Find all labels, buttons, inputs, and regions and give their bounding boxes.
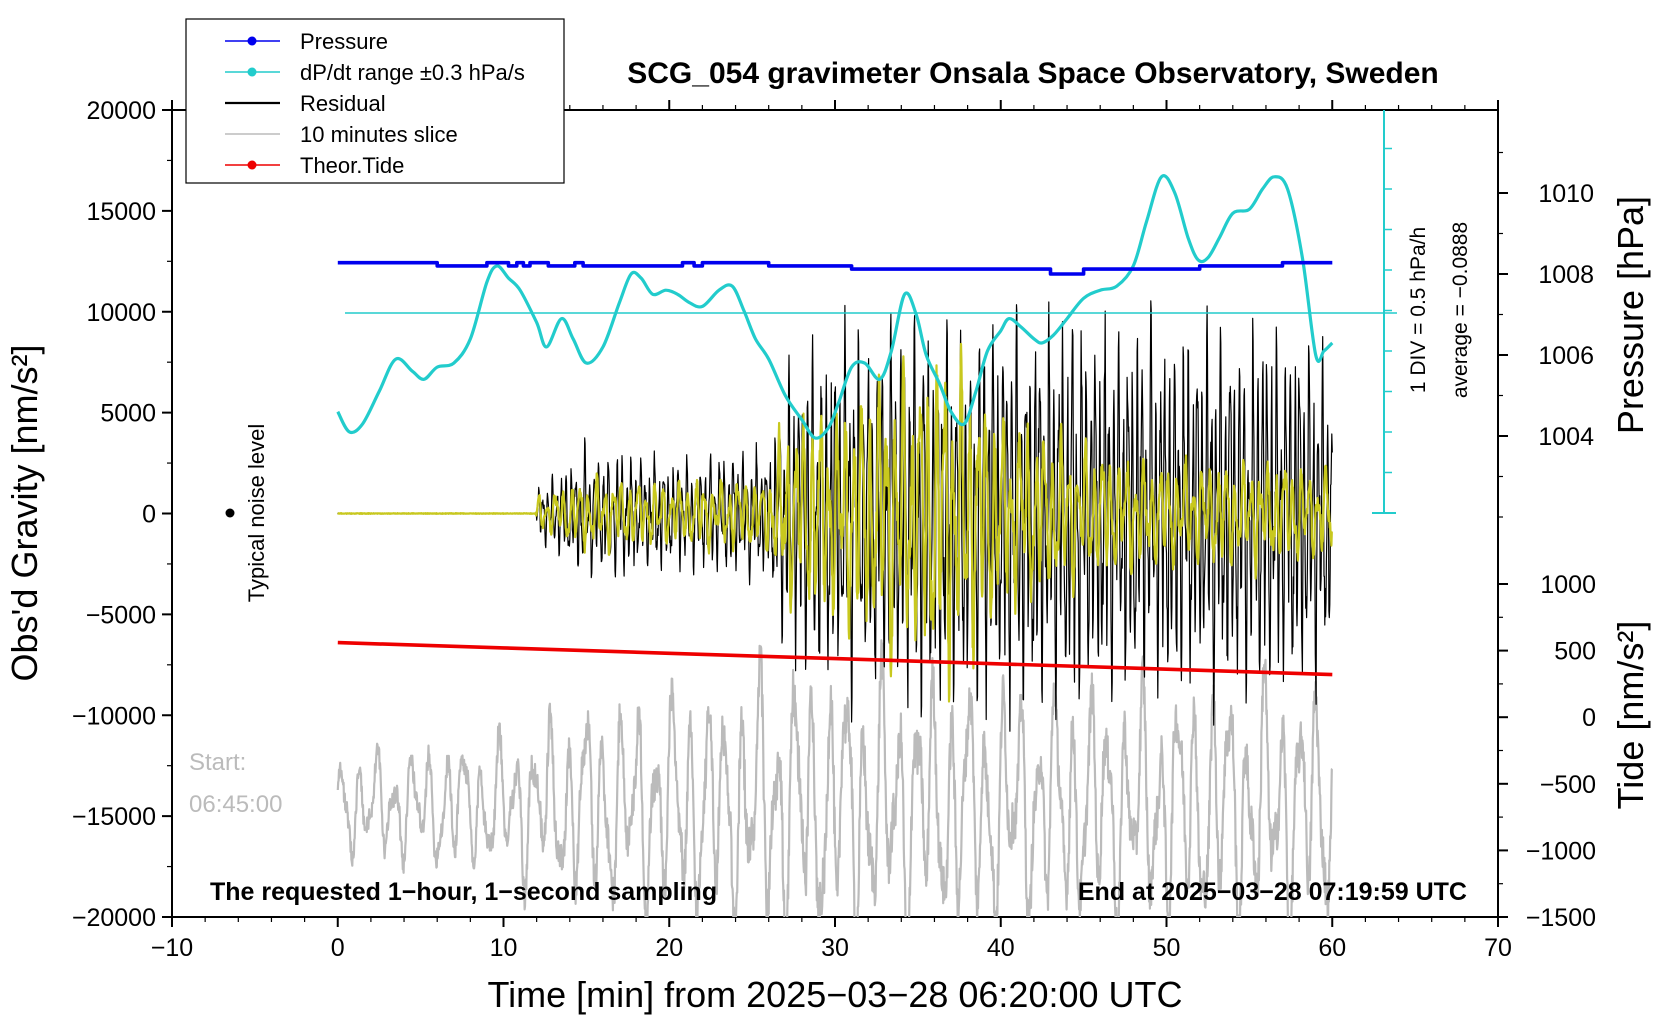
gravity-tick-label: 20000	[86, 97, 156, 125]
tide-series	[337, 640, 1333, 677]
dpdt-scale-bar	[1372, 110, 1396, 514]
pressure-tick-label: 1010	[1538, 180, 1594, 208]
legend-label: Theor.Tide	[300, 153, 404, 178]
start-time: 06:45:00	[189, 791, 282, 818]
slice-series	[336, 639, 1333, 917]
gravity-tick-label: 0	[142, 501, 156, 529]
average-label: average = −0.0888	[1449, 222, 1472, 398]
gravity-axis-label: Obs'd Gravity [nm/s²]	[4, 345, 45, 682]
legend-marker	[247, 67, 257, 77]
legend-label: 10 minutes slice	[300, 122, 458, 147]
legend-marker	[247, 36, 257, 46]
legend-label: Pressure	[300, 29, 388, 54]
x-tick-label: 60	[1318, 934, 1346, 962]
x-tick-label: 10	[490, 934, 518, 962]
end-time-note: End at 2025−03−28 07:19:59 UTC	[1078, 878, 1467, 906]
tide-tick-label: 0	[1582, 704, 1596, 732]
series-line-pressure	[337, 260, 1333, 276]
x-tick-label: −10	[151, 934, 193, 962]
pressure-tick-label: 1008	[1538, 261, 1594, 289]
start-label: Start:	[189, 749, 246, 776]
x-tick-label: 20	[655, 934, 683, 962]
legend-label: dP/dt range ±0.3 hPa/s	[300, 60, 525, 85]
x-tick-label: 30	[821, 934, 849, 962]
gravity-tick-label: −5000	[86, 601, 156, 629]
series-line-dp-dt-range-0-3-hpa-s	[336, 174, 1334, 440]
tide-tick-label: 1000	[1540, 571, 1596, 599]
residual-overlay-series	[337, 342, 1333, 703]
chart-title: SCG_054 gravimeter Onsala Space Observat…	[627, 57, 1439, 90]
gravity-tick-label: −10000	[72, 702, 156, 730]
tide-tick-label: −1500	[1526, 904, 1596, 932]
sampling-note: The requested 1−hour, 1−second sampling	[210, 878, 717, 906]
legend-entry: Residual	[225, 91, 386, 116]
legend-entry: Pressure	[225, 29, 388, 54]
legend-entry: dP/dt range ±0.3 hPa/s	[225, 60, 525, 85]
x-axis-label: Time [min] from 2025−03−28 06:20:00 UTC	[487, 974, 1182, 1015]
gravity-tick-label: −20000	[72, 904, 156, 932]
series-line-theor-tide	[337, 640, 1333, 677]
legend-entry: 10 minutes slice	[225, 122, 458, 147]
pressure-series	[337, 260, 1333, 276]
series-line-residual-yellow-overlay-	[337, 342, 1333, 703]
noise-level-label: Typical noise level	[244, 424, 269, 603]
legend-box	[185, 18, 565, 184]
gravity-tick-label: −15000	[72, 803, 156, 831]
gravity-axis-ticks: 20000 15000 10000 5000 0 −5000 −10000 −15000 −20…	[72, 97, 172, 932]
x-tick-label: 50	[1153, 934, 1181, 962]
tide-axis-ticks: 1000 500 0 −500 −1000 −1500	[1498, 571, 1596, 932]
dpdt-series	[336, 174, 1334, 440]
legend-marker	[247, 160, 257, 170]
tide-tick-label: −500	[1540, 771, 1596, 799]
x-tick-label: 40	[987, 934, 1015, 962]
pressure-axis-ticks: 1010 1008 1006 1004	[1498, 151, 1594, 518]
x-tick-label: 0	[331, 934, 345, 962]
pressure-axis-label: Pressure [hPa]	[1610, 196, 1651, 434]
tide-tick-label: −1000	[1526, 837, 1596, 865]
noise-level-marker	[225, 508, 235, 518]
gravity-tick-label: 10000	[86, 299, 156, 327]
legend: Pressure dP/dt range ±0.3 hPa/s Residual 10…	[185, 18, 565, 184]
series-line-10-minutes-slice	[336, 639, 1333, 917]
gravity-tick-label: 15000	[86, 198, 156, 226]
gravity-tick-label: 5000	[100, 400, 156, 428]
pressure-tick-label: 1006	[1538, 342, 1594, 370]
div-label: 1 DIV = 0.5 hPa/h	[1407, 227, 1430, 393]
pressure-tick-label: 1004	[1538, 423, 1594, 451]
legend-entry: Theor.Tide	[225, 153, 404, 178]
x-axis-ticks: −10 0 10 20 30 40 50 60 70	[151, 100, 1512, 962]
legend-label: Residual	[300, 91, 386, 116]
x-tick-label: 70	[1484, 934, 1512, 962]
tide-tick-label: 500	[1554, 638, 1596, 666]
tide-axis-label: Tide [nm/s²]	[1610, 621, 1651, 810]
